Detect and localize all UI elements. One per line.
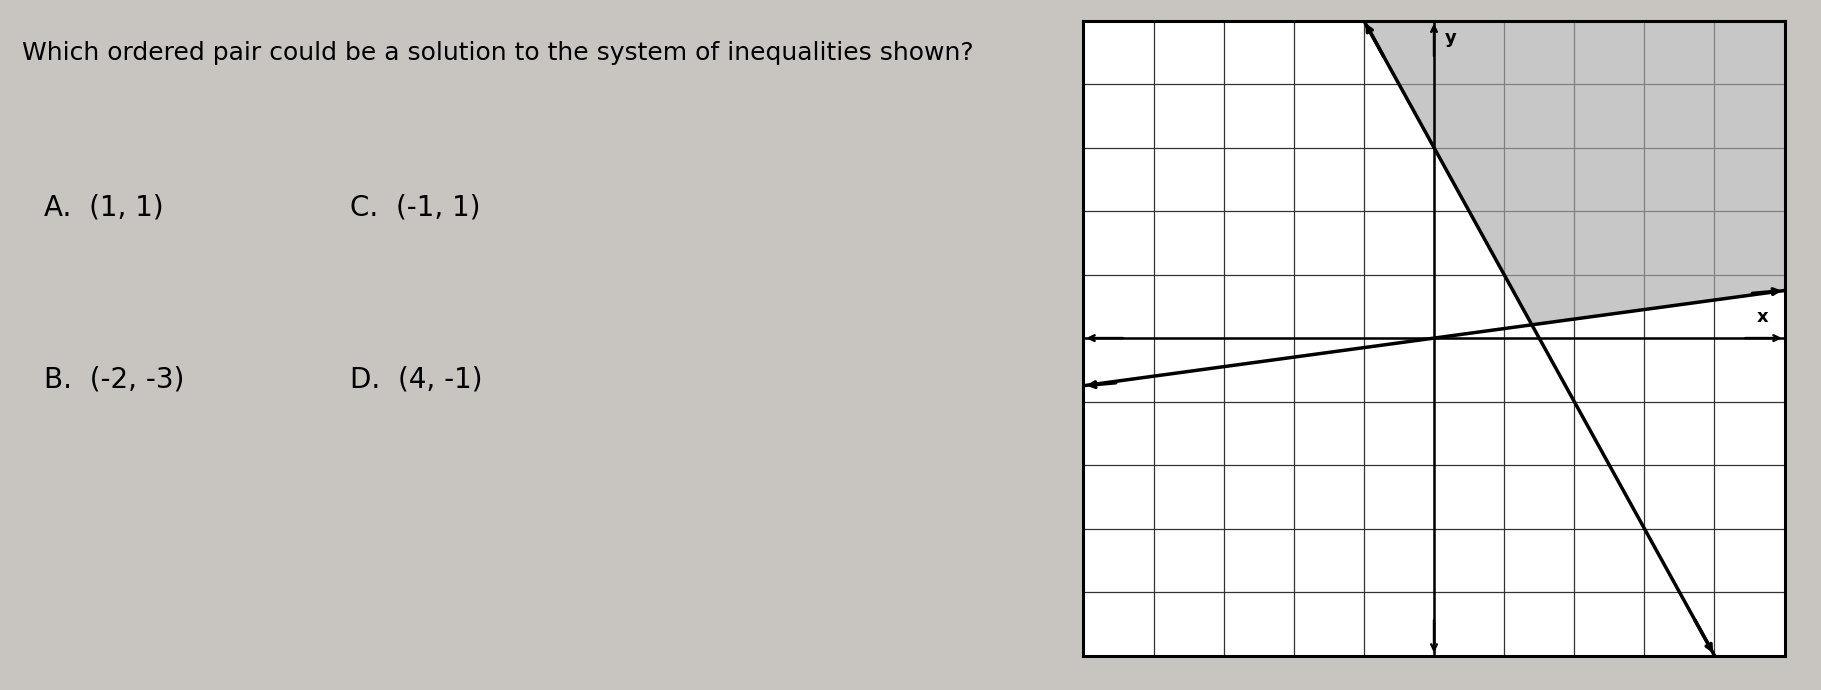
- Text: y: y: [1444, 29, 1457, 47]
- Text: x: x: [1757, 308, 1768, 326]
- Text: A.  (1, 1): A. (1, 1): [44, 193, 164, 221]
- Text: D.  (4, -1): D. (4, -1): [350, 366, 483, 393]
- Text: C.  (-1, 1): C. (-1, 1): [350, 193, 481, 221]
- Text: B.  (-2, -3): B. (-2, -3): [44, 366, 184, 393]
- Text: Which ordered pair could be a solution to the system of inequalities shown?: Which ordered pair could be a solution t…: [22, 41, 974, 66]
